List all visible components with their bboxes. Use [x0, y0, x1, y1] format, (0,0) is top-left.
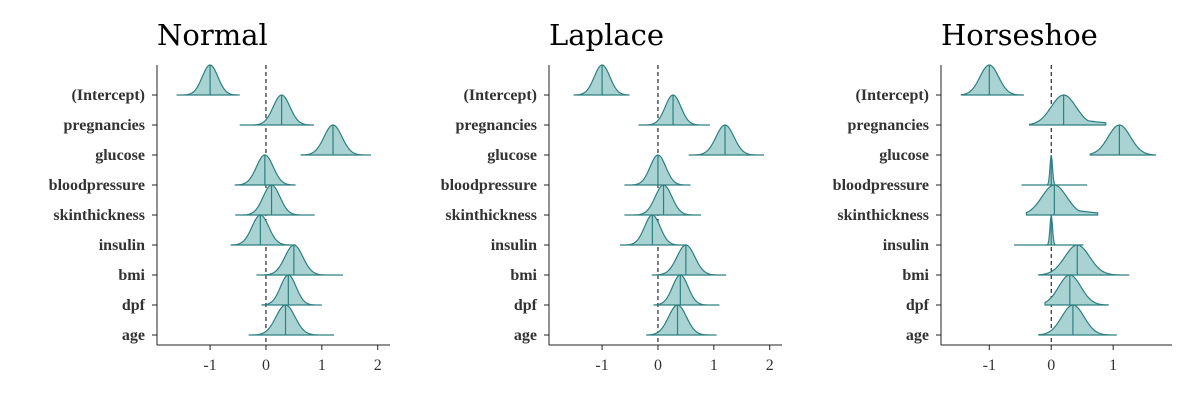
y-category-label: (Intercept)	[464, 87, 537, 104]
density-ridge-intercept	[176, 64, 240, 96]
y-category-label: insulin	[99, 237, 145, 254]
y-category-label: (Intercept)	[856, 87, 929, 104]
x-tick-label: -1	[595, 357, 608, 374]
panel-title: Normal	[157, 18, 268, 52]
x-tick-label: 1	[710, 357, 718, 374]
y-category-label: dpf	[122, 297, 146, 314]
density-ridge-age	[248, 304, 335, 336]
density-ridge-bloodpressure	[1021, 155, 1088, 186]
y-category-label: glucose	[487, 147, 537, 164]
density-ridge-glucose	[688, 124, 765, 156]
density-ridge-insulin	[619, 214, 688, 246]
density-ridge-glucose	[300, 124, 372, 156]
x-tick-label: 1	[1109, 357, 1117, 374]
y-category-label: insulin	[883, 237, 929, 254]
panel-horseshoe: Horseshoe -1 0 1 (Intercept) pregnancies gluco…	[833, 18, 1172, 374]
y-category-label: dpf	[906, 297, 930, 314]
y-category-label: bmi	[510, 267, 537, 284]
density-ridge-skinthickness	[624, 184, 701, 216]
y-category-label: bloodpressure	[833, 177, 929, 194]
y-category-label: age	[906, 327, 929, 344]
density-ridge-skinthickness	[1025, 184, 1099, 216]
x-tick-label: 2	[766, 357, 774, 374]
y-category-label: age	[514, 327, 537, 344]
density-ridge-dpf	[1044, 274, 1109, 306]
density-ridge-pregnancies	[638, 94, 710, 126]
density-ridge-dpf	[261, 274, 322, 306]
x-tick-label: -1	[203, 357, 216, 374]
density-ridge-pregnancies	[239, 94, 315, 126]
y-category-label: glucose	[879, 147, 929, 164]
density-ridge-bmi	[1038, 244, 1130, 276]
y-category-label: skinthickness	[837, 207, 929, 224]
y-category-label: skinthickness	[53, 207, 145, 224]
x-tick-label: 1	[318, 357, 326, 374]
density-ridge-intercept	[960, 64, 1024, 96]
density-ridge-bloodpressure	[624, 154, 691, 186]
y-category-label: bmi	[118, 267, 145, 284]
y-category-label: pregnancies	[848, 117, 929, 134]
y-category-label: (Intercept)	[72, 87, 145, 104]
y-category-label: age	[122, 327, 145, 344]
y-category-label: pregnancies	[64, 117, 145, 134]
y-category-label: insulin	[491, 237, 537, 254]
panel-title: Laplace	[549, 18, 664, 52]
y-category-label: glucose	[95, 147, 145, 164]
density-ridge-glucose	[1089, 124, 1156, 156]
density-ridge-bmi	[651, 244, 727, 276]
panel-normal: Normal -1 0 1 2 (Intercept) pregnancies glucose…	[49, 18, 390, 374]
density-ridge-pregnancies	[1028, 94, 1107, 126]
y-category-label: bmi	[902, 267, 929, 284]
density-ridge-dpf	[653, 274, 720, 306]
density-ridge-skinthickness	[235, 184, 315, 216]
density-ridge-age	[1038, 304, 1117, 336]
x-tick-label: -1	[983, 357, 996, 374]
density-ridge-insulin	[230, 214, 296, 246]
x-tick-label: 0	[654, 357, 662, 374]
x-tick-label: 2	[374, 357, 382, 374]
x-tick-label: 0	[262, 357, 270, 374]
y-category-label: skinthickness	[445, 207, 537, 224]
y-category-label: bloodpressure	[441, 177, 537, 194]
y-category-label: bloodpressure	[49, 177, 145, 194]
panel-title: Horseshoe	[941, 18, 1098, 52]
density-ridge-insulin	[1014, 215, 1084, 246]
y-category-label: dpf	[514, 297, 538, 314]
panel-laplace: Laplace -1 0 1 2 (Intercept) pregnancies glucos…	[441, 18, 782, 374]
density-ridge-age	[646, 304, 717, 336]
x-tick-label: 0	[1047, 357, 1055, 374]
y-category-label: pregnancies	[456, 117, 537, 134]
density-ridge-bmi	[256, 244, 344, 276]
